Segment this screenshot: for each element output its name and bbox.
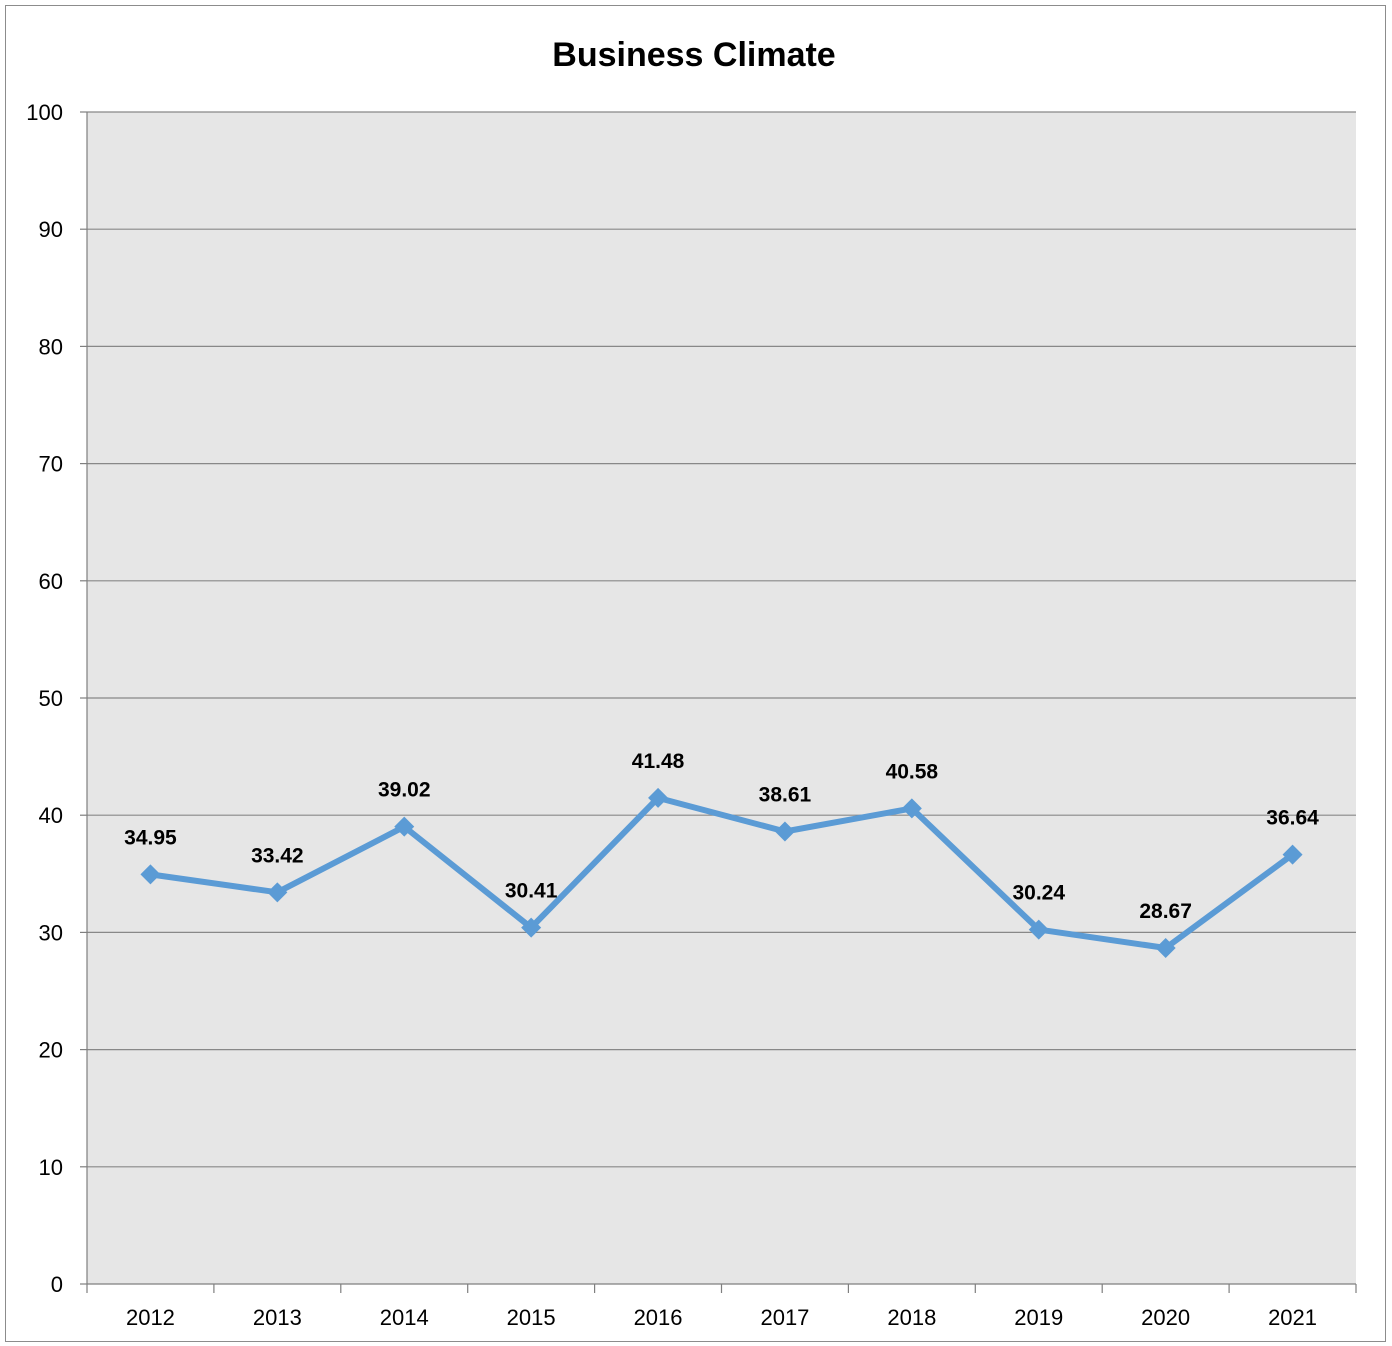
data-point-marker — [774, 821, 795, 842]
data-label: 36.64 — [1266, 807, 1319, 830]
axes — [80, 111, 1357, 1293]
data-point-marker — [267, 882, 288, 903]
x-tick-label: 2021 — [1268, 1305, 1317, 1330]
data-point-marker — [1282, 844, 1303, 865]
data-label: 38.61 — [759, 783, 812, 806]
data-point-marker — [394, 816, 415, 837]
x-tick-label: 2015 — [507, 1305, 556, 1330]
series-line — [147, 794, 1296, 951]
data-label: 30.41 — [505, 880, 558, 903]
y-tick-labels: 0 10 20 30 40 50 60 70 80 90 100 — [26, 100, 63, 1297]
y-tick-label: 100 — [26, 100, 63, 125]
y-tick-label: 10 — [39, 1155, 63, 1180]
data-point-marker — [648, 787, 669, 808]
data-label: 41.48 — [632, 750, 685, 773]
y-tick-label: 70 — [39, 452, 63, 477]
y-tick-label: 90 — [39, 217, 63, 242]
y-tick-label: 50 — [39, 686, 63, 711]
data-label: 39.02 — [378, 779, 431, 802]
data-labels: 34.95 33.42 39.02 30.41 41.48 38.61 40.58 30.24… — [124, 750, 1319, 923]
data-point-marker — [1028, 919, 1049, 940]
x-tick-label: 2020 — [1141, 1305, 1190, 1330]
data-point-marker — [521, 917, 542, 938]
data-label: 30.24 — [1012, 882, 1065, 905]
gridlines — [87, 111, 1356, 1168]
x-tick-label: 2016 — [634, 1305, 683, 1330]
y-tick-label: 40 — [39, 803, 63, 828]
x-tick-label: 2017 — [760, 1305, 809, 1330]
x-tick-label: 2018 — [887, 1305, 936, 1330]
data-label: 34.95 — [124, 826, 177, 849]
y-tick-label: 60 — [39, 569, 63, 594]
y-tick-label: 30 — [39, 920, 63, 945]
series-group — [140, 787, 1303, 958]
data-label: 33.42 — [251, 844, 304, 867]
chart-title: Business Climate — [552, 36, 835, 74]
y-tick-label: 20 — [39, 1038, 63, 1063]
data-label: 40.58 — [886, 760, 939, 783]
x-tick-labels: 2012 2013 2014 2015 2016 2017 2018 2019 2020 2021 — [126, 1305, 1317, 1330]
data-point-marker — [901, 798, 922, 819]
x-tick-label: 2019 — [1014, 1305, 1063, 1330]
y-tick-label: 80 — [39, 334, 63, 359]
y-tick-label: 0 — [51, 1272, 63, 1297]
data-label: 28.67 — [1139, 900, 1192, 923]
x-tick-label: 2014 — [380, 1305, 429, 1330]
x-tick-label: 2012 — [126, 1305, 175, 1330]
data-point-marker — [1155, 937, 1176, 958]
x-tick-label: 2013 — [253, 1305, 302, 1330]
data-point-marker — [140, 864, 161, 885]
